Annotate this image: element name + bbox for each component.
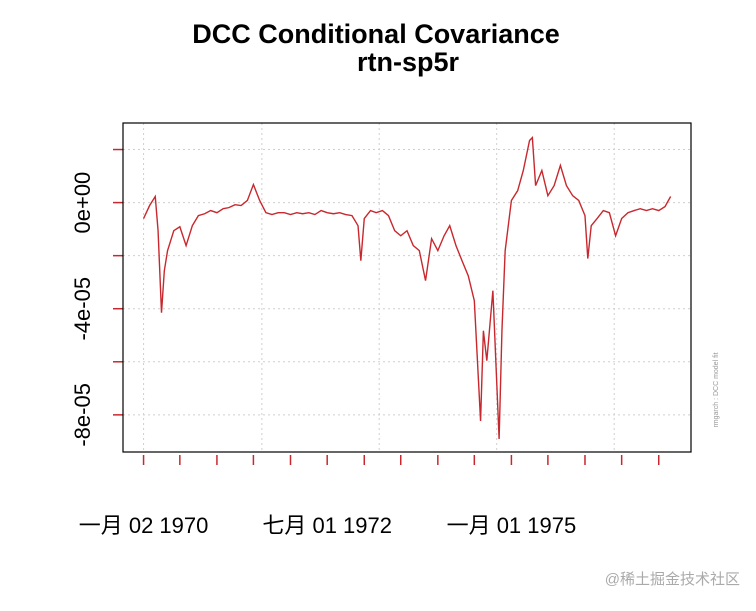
side-note: rmgarch : DCC model fit: [713, 352, 720, 427]
y-tick-label: -4e-05: [70, 277, 95, 341]
x-tick-label: 一月 02 1970: [79, 513, 209, 538]
x-tick-label: 一月 01 1975: [447, 513, 577, 538]
chart-subtitle: rtn-sp5r: [357, 47, 460, 77]
watermark: @稀土掘金技术社区: [605, 571, 740, 588]
chart-title: DCC Conditional Covariance: [192, 19, 560, 49]
y-tick-label: 0e+00: [70, 172, 95, 234]
plot-frame: [122, 122, 692, 453]
x-tick-label: 七月 01 1972: [262, 513, 392, 538]
series-line: [142, 135, 672, 440]
y-tick-label: -8e-05: [70, 383, 95, 447]
